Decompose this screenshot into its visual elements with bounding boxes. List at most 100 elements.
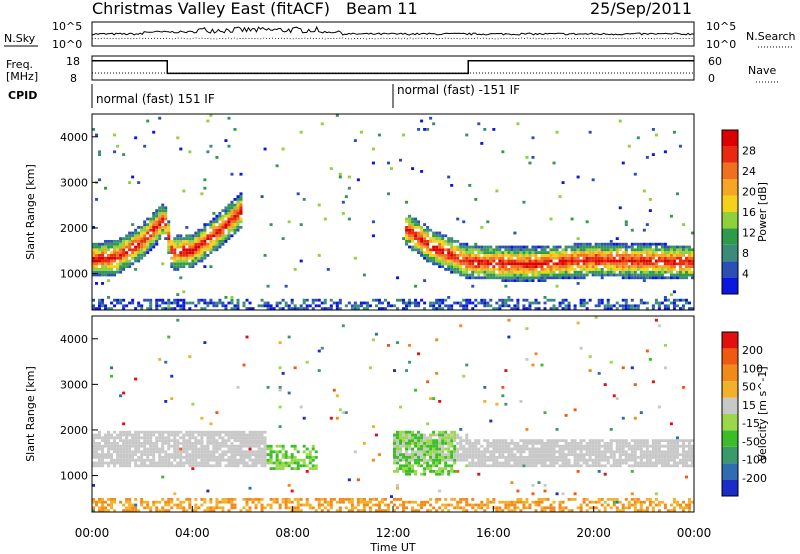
heatmap-cell <box>257 461 261 465</box>
heatmap-cell <box>495 464 499 468</box>
heatmap-cell <box>429 458 433 462</box>
nsearch-trace <box>91 37 695 40</box>
heatmap-cell <box>453 270 457 274</box>
heatmap-cell <box>432 464 436 468</box>
heatmap-cell <box>534 500 538 504</box>
heatmap-cell <box>197 242 201 246</box>
heatmap-cell <box>438 256 442 260</box>
heatmap-cell <box>191 444 195 448</box>
heatmap-cell <box>564 273 568 277</box>
heatmap-cell <box>645 307 649 310</box>
heatmap-cell <box>426 450 430 454</box>
heatmap-cell <box>555 248 559 252</box>
heatmap-cell <box>185 240 189 243</box>
heatmap-cell <box>92 453 96 456</box>
heatmap-cell <box>510 442 514 445</box>
heatmap-cell <box>639 464 643 468</box>
heatmap-cell <box>561 254 565 257</box>
heatmap-cell <box>543 509 547 512</box>
heatmap-cell <box>534 270 538 274</box>
heatmap-cell <box>251 444 255 448</box>
heatmap-cell <box>486 301 490 305</box>
heatmap-cell <box>594 450 598 454</box>
heatmap-cell <box>477 447 481 451</box>
heatmap-cell <box>507 500 511 504</box>
heatmap-cell <box>480 265 484 268</box>
heatmap-cell <box>113 498 117 501</box>
heatmap-cell <box>353 139 357 142</box>
heatmap-cell <box>651 500 655 504</box>
heatmap-cell <box>107 444 111 448</box>
heatmap-cell <box>350 509 354 512</box>
heatmap-cell <box>489 298 493 302</box>
heatmap-cell <box>615 301 619 305</box>
heatmap-cell <box>408 214 412 218</box>
heatmap-cell <box>483 262 487 266</box>
heatmap-cell <box>137 254 141 257</box>
colorbar-swatch <box>722 195 738 212</box>
heatmap-cell <box>552 304 556 308</box>
heatmap-cell <box>567 301 571 305</box>
heatmap-cell <box>630 366 634 370</box>
heatmap-cell <box>543 276 547 280</box>
heatmap-cell <box>573 254 577 257</box>
heatmap-cell <box>639 254 643 257</box>
heatmap-cell <box>669 262 673 266</box>
heatmap-cell <box>158 464 162 468</box>
heatmap-cell <box>417 503 421 507</box>
heatmap-cell <box>179 262 183 266</box>
heatmap-cell <box>528 450 532 454</box>
heatmap-cell <box>441 439 445 442</box>
heatmap-cell <box>209 422 213 426</box>
heatmap-cell <box>495 461 499 465</box>
heatmap-cell <box>167 304 171 308</box>
heatmap-cell <box>675 503 679 507</box>
heatmap-cell <box>167 251 171 254</box>
heatmap-cell <box>459 453 463 456</box>
heatmap-cell <box>657 461 661 465</box>
heatmap-cell <box>185 251 189 254</box>
heatmap-cell <box>248 509 252 512</box>
heatmap-cell <box>338 498 342 501</box>
heatmap-cell <box>194 262 198 266</box>
heatmap-cell <box>567 259 571 263</box>
heatmap-cell <box>140 234 144 238</box>
heatmap-cell <box>558 509 562 512</box>
heatmap-cell <box>459 498 463 501</box>
heatmap-cell <box>534 307 538 310</box>
heatmap-cell <box>203 456 207 459</box>
heatmap-cell <box>230 444 234 448</box>
heatmap-cell <box>594 262 598 266</box>
heatmap-cell <box>546 439 550 442</box>
heatmap-cell <box>236 209 240 212</box>
heatmap-cell <box>420 472 424 476</box>
heatmap-cell <box>573 439 577 442</box>
heatmap-cell <box>645 453 649 456</box>
heatmap-cell <box>125 436 129 440</box>
heatmap-cell <box>429 498 433 501</box>
heatmap-cell <box>104 442 108 445</box>
heatmap-cell <box>308 304 312 308</box>
heatmap-cell <box>558 304 562 308</box>
heatmap-cell <box>459 259 463 263</box>
heatmap-cell <box>173 458 177 462</box>
heatmap-cell <box>681 259 685 263</box>
heatmap-cell <box>513 251 517 254</box>
heatmap-cell <box>663 298 667 302</box>
heatmap-cell <box>167 248 171 252</box>
heatmap-cell <box>344 195 348 198</box>
heatmap-cell <box>149 217 153 221</box>
heatmap-cell <box>194 259 198 263</box>
heatmap-cell <box>113 461 117 465</box>
heatmap-cell <box>365 301 369 305</box>
heatmap-cell <box>191 464 195 468</box>
heatmap-cell <box>603 256 607 260</box>
heatmap-cell <box>215 442 219 445</box>
heatmap-cell <box>519 254 523 257</box>
heatmap-cell <box>405 433 409 437</box>
heatmap-cell <box>645 509 649 512</box>
heatmap-cell <box>275 500 279 504</box>
heatmap-cell <box>176 498 180 501</box>
heatmap-cell <box>576 256 580 260</box>
heatmap-cell <box>197 234 201 238</box>
